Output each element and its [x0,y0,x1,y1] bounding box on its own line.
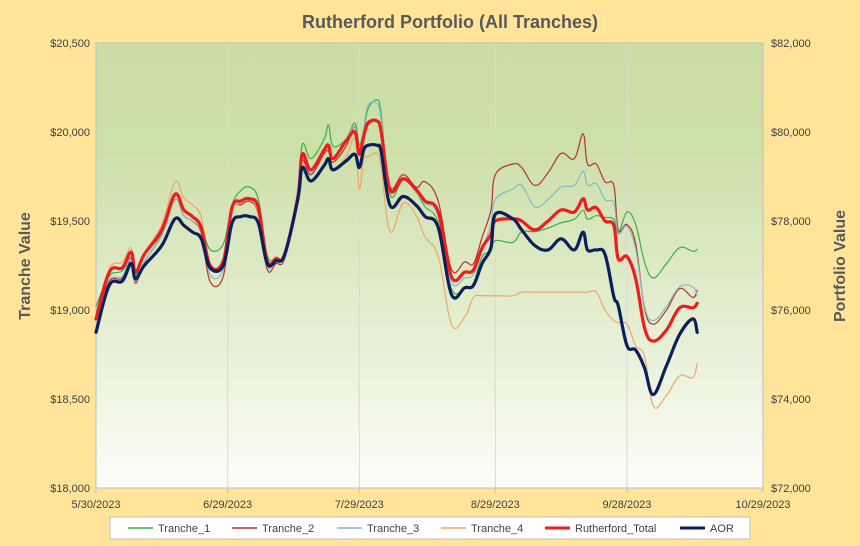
left-tick-label: $20,000 [50,127,90,139]
legend-label: Tranche_4 [471,523,523,535]
grid-lines [227,43,628,488]
x-tick-label: 8/29/2023 [471,499,520,511]
left-tick-label: $19,000 [50,305,90,317]
right-tick-label: $82,000 [771,38,811,50]
right-tick-label: $78,000 [771,216,811,228]
legend: Tranche_1 Tranche_2 Tranche_3 Tranche_4 Ruth… [128,523,734,535]
left-tick-label: $20,500 [50,38,90,50]
x-axis-ticks: 5/30/2023 6/29/2023 7/29/2023 8/29/2023 9/28… [72,488,791,511]
right-tick-label: $72,000 [771,483,811,495]
legend-label: AOR [710,523,734,535]
left-axis-ticks: $18,000 $18,500 $19,000 $19,500 $20,000 $20,5… [50,38,90,495]
right-tick-label: $80,000 [771,127,811,139]
legend-label: Tranche_1 [158,523,210,535]
right-axis-ticks: $72,000 $74,000 $76,000 $78,000 $80,000 $82,0… [771,38,811,495]
plot-border [95,42,764,489]
legend-box [109,516,751,540]
plot-area [96,43,763,488]
x-tick-label: 10/29/2023 [735,499,790,511]
left-tick-label: $18,000 [50,483,90,495]
x-tick-label: 9/28/2023 [602,499,651,511]
legend-label: Tranche_2 [262,523,314,535]
legend-label: Tranche_3 [367,523,419,535]
series-line-aor [94,142,699,397]
left-tick-label: $19,500 [50,216,90,228]
x-tick-label: 6/29/2023 [203,499,252,511]
left-tick-label: $18,500 [50,394,90,406]
legend-label: Rutherford_Total [575,523,656,535]
right-tick-label: $76,000 [771,305,811,317]
x-tick-label: 7/29/2023 [335,499,384,511]
right-axis-title: Portfolio Value [832,210,849,322]
right-tick-label: $74,000 [771,394,811,406]
left-axis-title: Tranche Value [17,212,34,320]
chart-title: Rutherford Portfolio (All Tranches) [302,12,598,32]
series-lines [94,99,699,409]
x-tick-label: 5/30/2023 [72,499,121,511]
